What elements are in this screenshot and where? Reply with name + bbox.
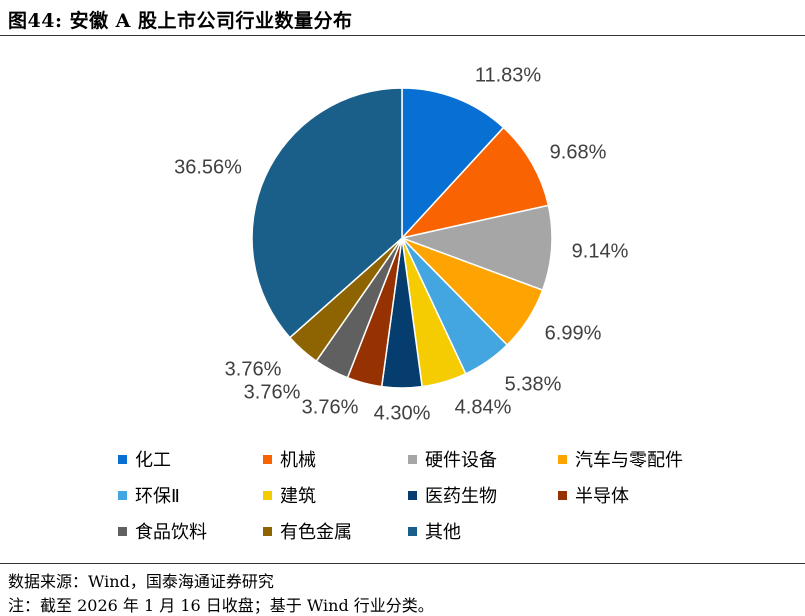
- legend-swatch: [263, 526, 272, 536]
- legend-label: 机械: [280, 450, 316, 471]
- legend-swatch: [118, 490, 127, 500]
- data-label-9: 3.76%: [244, 381, 301, 403]
- remark-note: 注：截至 2026 年 1 月 16 日收盘；基于 Wind 行业分类。: [8, 596, 434, 615]
- legend-swatch: [118, 526, 127, 536]
- data-label-6: 4.84%: [455, 396, 512, 418]
- legend-swatch: [408, 490, 417, 500]
- legend-label: 硬件设备: [425, 450, 497, 471]
- data-label-8: 3.76%: [302, 396, 359, 418]
- legend-swatch: [558, 490, 567, 500]
- data-label-1: 11.83%: [475, 64, 542, 86]
- data-label-10: 3.76%: [225, 358, 282, 380]
- legend-item-11: 其他: [408, 520, 461, 543]
- legend-item-3: 硬件设备: [408, 448, 497, 471]
- legend-item-2: 机械: [263, 448, 316, 471]
- legend-label: 医药生物: [425, 486, 497, 507]
- legend-swatch: [263, 490, 272, 500]
- legend-swatch: [408, 454, 417, 464]
- pie-slice-11: [251, 87, 403, 339]
- legend-item-10: 有色金属: [263, 520, 352, 543]
- legend-swatch: [263, 454, 272, 464]
- legend-swatch: [118, 454, 127, 464]
- pie-slice-2: [399, 126, 550, 240]
- title-rule: [0, 35, 805, 36]
- pie-chart: 11.83% 9.68% 9.14% 6.99% 5.38%4.84% 4.30% 3.76…: [174, 64, 629, 424]
- legend-label: 环保Ⅱ: [135, 486, 180, 507]
- data-label-11: 36.56%: [174, 156, 242, 178]
- data-label-4: 6.99%: [545, 322, 602, 344]
- data-label-7: 4.30%: [374, 402, 431, 424]
- data-label-3: 9.14%: [572, 240, 629, 262]
- legend-label: 食品饮料: [135, 522, 207, 543]
- legend-label: 其他: [425, 522, 461, 543]
- legend-label: 化工: [135, 450, 171, 471]
- legend-item-1: 化工: [118, 448, 171, 471]
- legend-swatch: [408, 526, 417, 536]
- legend-label: 有色金属: [280, 522, 352, 543]
- legend-item-8: 半导体: [558, 484, 629, 507]
- figure-title: 图44: 安徽 A 股上市公司行业数量分布: [8, 10, 353, 32]
- pie-slice-1: [401, 87, 505, 240]
- legend-item-6: 建筑: [263, 484, 316, 507]
- legend-label: 汽车与零配件: [575, 450, 683, 471]
- legend-label: 半导体: [575, 486, 629, 507]
- footer-rule: [0, 563, 805, 564]
- source-note: 数据来源：Wind，国泰海通证券研究: [8, 572, 274, 591]
- legend-label: 建筑: [280, 486, 316, 507]
- pie-slice-3: [399, 204, 553, 292]
- data-label-5: 5.38%: [505, 373, 562, 395]
- data-label-2: 9.68%: [550, 141, 607, 163]
- legend-item-9: 食品饮料: [118, 520, 207, 543]
- legend-item-7: 医药生物: [408, 484, 497, 507]
- legend-item-5: 环保Ⅱ: [118, 484, 180, 507]
- legend-swatch: [558, 454, 567, 464]
- legend-item-4: 汽车与零配件: [558, 448, 683, 471]
